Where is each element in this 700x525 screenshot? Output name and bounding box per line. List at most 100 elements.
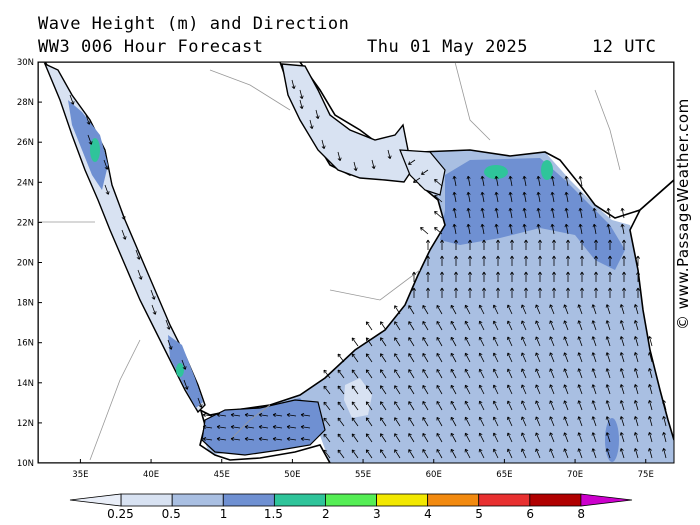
wave-arrow	[619, 352, 625, 363]
wave-arrow	[577, 352, 583, 363]
wave-arrow	[565, 271, 571, 282]
wave-arrow	[536, 191, 541, 203]
wave-arrow	[413, 177, 421, 183]
wave-arrow	[535, 304, 541, 315]
wave-arrow	[408, 449, 415, 459]
wave-arrow	[492, 352, 499, 363]
wave-arrow	[607, 239, 613, 250]
wave-arrow	[593, 255, 599, 266]
wave-arrow	[619, 320, 625, 331]
wave-arrow	[478, 448, 485, 459]
wave-arrow	[422, 305, 429, 315]
wave-arrow	[591, 432, 597, 443]
wave-arrow	[523, 287, 529, 298]
wave-arrow	[619, 304, 625, 315]
colorbar-label: 1.5	[263, 507, 283, 521]
wave-arrow	[606, 207, 611, 219]
wave-arrow	[365, 433, 373, 443]
wave-arrow	[522, 175, 527, 187]
wave-arrow	[521, 384, 527, 395]
wave-arrow	[591, 368, 597, 379]
wave-arrow	[535, 416, 541, 427]
wave-arrow	[550, 191, 555, 203]
wave-arrow	[365, 417, 373, 427]
wave-arrow	[492, 432, 499, 443]
wave-arrow	[551, 239, 557, 250]
wave-arrow	[453, 255, 459, 266]
wave-arrow	[495, 239, 501, 250]
wave-arrow	[467, 255, 473, 266]
wave-arrow	[436, 384, 443, 395]
wave-arrow	[394, 433, 401, 443]
wave-arrow	[607, 287, 613, 298]
colorbar-segment	[529, 493, 582, 507]
wave-arrow	[521, 336, 527, 347]
wave-arrow	[563, 384, 569, 395]
wave-arrow	[421, 169, 429, 175]
wave-arrow	[450, 320, 457, 331]
lat-label-16N: 16N	[17, 339, 34, 349]
wave-arrow	[436, 320, 443, 331]
wave-arrow	[563, 336, 569, 347]
wave-arrow	[272, 424, 283, 430]
wave-arrow	[422, 417, 429, 427]
wave-arrow	[577, 336, 583, 347]
wave-arrow	[549, 304, 555, 315]
wave-arrow	[365, 353, 373, 363]
wave-arrow	[103, 159, 109, 170]
wave-arrow	[104, 184, 110, 195]
wave-direction-arrows	[69, 79, 667, 459]
wave-arrow	[506, 304, 513, 315]
wave-arrow	[591, 304, 597, 315]
country-borders	[38, 62, 621, 461]
wave-arrow	[633, 336, 639, 347]
wave-arrow	[450, 448, 457, 459]
wave-arrow	[492, 336, 499, 347]
wave-arrow	[506, 336, 513, 347]
wave-arrow	[286, 412, 297, 418]
wave-arrow	[577, 368, 583, 379]
wave-arrow	[605, 400, 611, 411]
wave-arrow	[591, 416, 597, 427]
wave-arrow	[648, 400, 653, 411]
wave-arrow	[450, 304, 457, 315]
wave-arrow	[87, 134, 93, 145]
patch-2m-a	[484, 165, 508, 179]
forecast-date: Thu 01 May 2025	[367, 37, 529, 57]
wave-arrow	[436, 432, 443, 443]
wave-arrow	[422, 385, 429, 395]
wave-arrow	[467, 239, 473, 250]
lon-label-35E: 35E	[72, 470, 88, 480]
wave-arrow	[321, 139, 326, 150]
wave-arrow	[380, 337, 387, 347]
wave-arrow	[521, 368, 527, 379]
wave-arrow	[605, 352, 611, 363]
wave-arrow	[394, 369, 401, 379]
wave-arrow	[478, 352, 485, 363]
lon-label-45E: 45E	[214, 470, 230, 480]
wave-arrow	[478, 336, 485, 347]
wave-arrow	[478, 400, 485, 411]
wave-arrow	[605, 448, 611, 459]
patch-2m-b	[541, 160, 553, 180]
wave-arrow	[578, 207, 583, 219]
lat-label-20N: 20N	[17, 259, 34, 269]
lat-label-12N: 12N	[17, 419, 34, 429]
wave-arrow	[492, 448, 499, 459]
wave-arrow	[299, 89, 304, 100]
colorbar-segment	[325, 493, 377, 507]
wave-arrow	[621, 239, 627, 250]
wave-arrow	[337, 369, 345, 379]
wave-arrow	[619, 384, 625, 395]
wave-arrow	[450, 416, 457, 427]
wave-arrow	[464, 336, 471, 347]
wave-arrow	[422, 449, 429, 459]
wave-arrow	[492, 384, 499, 395]
wave-arrow	[337, 449, 345, 459]
wave-arrow	[506, 320, 513, 331]
wave-arrow	[422, 337, 429, 347]
wave-arrow	[662, 400, 667, 411]
wave-arrow	[120, 209, 126, 220]
lat-label-14N: 14N	[17, 379, 34, 389]
wave-arrow	[337, 151, 342, 162]
